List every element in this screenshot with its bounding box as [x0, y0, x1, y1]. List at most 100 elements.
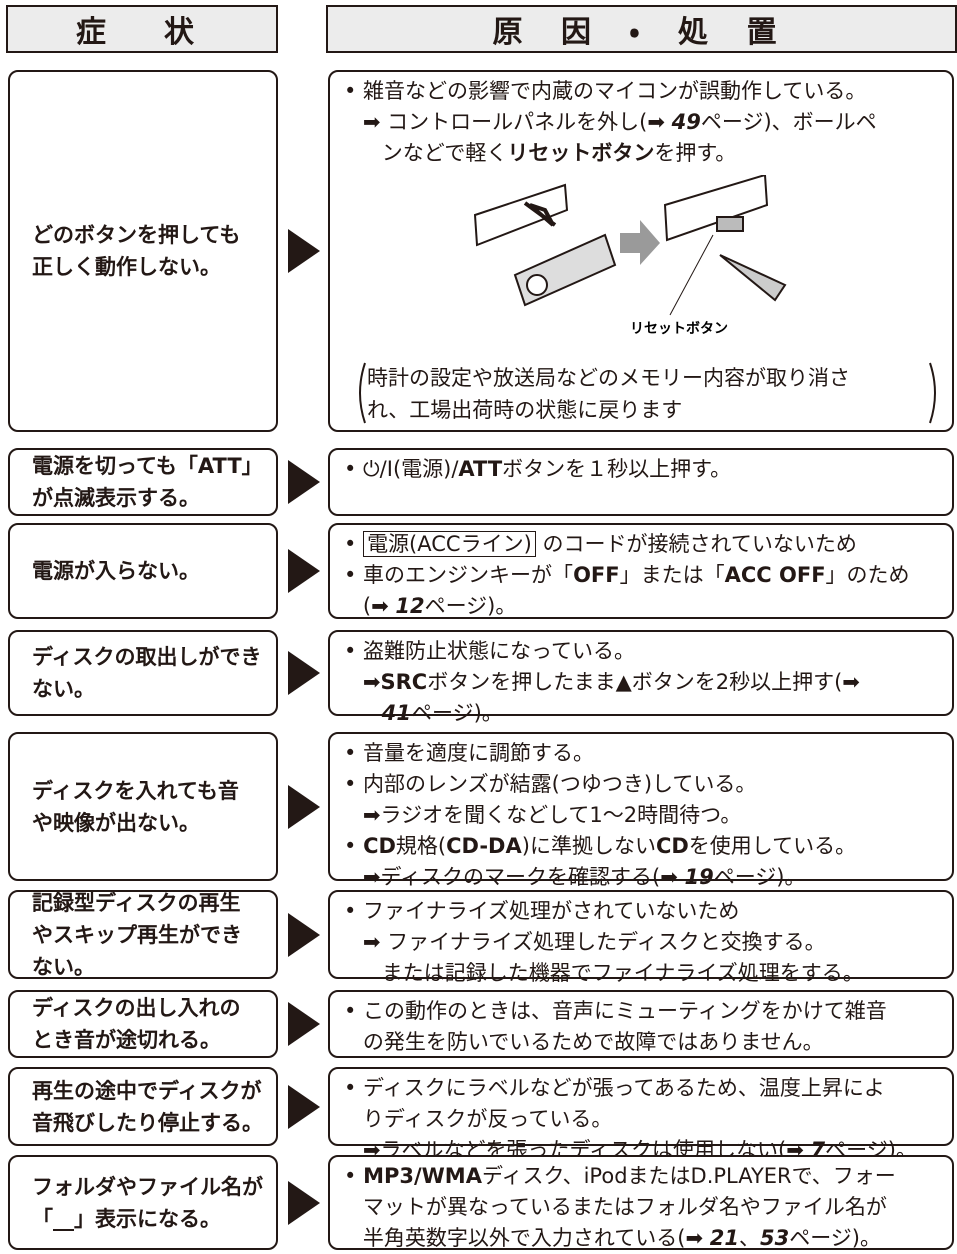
cause-line: ➡SRCボタンを押したまま▲ボタンを2秒以上押す(➡	[344, 667, 952, 698]
cause-line: ➡ ファイナライズ処理したディスクと交換する。	[344, 927, 952, 958]
text: )に準拠しない	[521, 834, 656, 858]
symptom-line: ディスクを入れても音	[32, 778, 239, 803]
cause-line: マットが異なっているまたはフォルダ名やファイル名が	[344, 1192, 952, 1223]
bold-text: 53	[759, 1226, 790, 1250]
arrow	[288, 460, 320, 504]
symptom-line: やスキップ再生ができ	[32, 922, 242, 947]
cause-line: • CD規格(CD-DA)に準拠しないCDを使用している。	[344, 831, 952, 862]
symptom-box: 電源が入らない。	[8, 523, 278, 619]
boxed-text: 電源(ACCライン)	[363, 531, 536, 557]
text: ページ)。	[713, 865, 806, 889]
text: 、	[738, 1226, 760, 1250]
symptom-line: 電源が入らない。	[32, 559, 200, 583]
arrow	[288, 912, 320, 957]
text: •	[344, 834, 364, 858]
text: ディスク、iPodまたはD.PLAYERで、フォー	[481, 1164, 896, 1188]
remove-arrow	[523, 201, 557, 227]
text: • 車のエンジンキーが「	[344, 563, 574, 587]
bold-text: 19	[684, 865, 714, 889]
text: 」のため	[825, 563, 910, 587]
symptom-line: ない。	[32, 954, 95, 979]
cause-line: ➡ディスクのマークを確認する(➡ 19ページ)。	[344, 862, 952, 893]
bold-text: CD	[655, 834, 689, 858]
text: (➡	[362, 594, 396, 618]
bold-text: 21	[709, 1226, 739, 1250]
symptom-box: ディスクを入れても音 や映像が出ない。	[8, 732, 278, 881]
arrow	[288, 1002, 320, 1046]
text: ➡ラジオを聞くなどして1〜2時間待つ。	[362, 803, 742, 827]
text: ンなどで軽く	[381, 141, 508, 165]
symptom-line: 記録型ディスクの再生	[32, 890, 241, 915]
note-line: 時計の設定や放送局などのメモリー内容が取り消さ	[367, 366, 850, 390]
pen	[719, 254, 787, 302]
cause-line: (➡ 12ページ)。	[344, 591, 952, 622]
cause-line: ンなどで軽くリセットボタンを押す。	[344, 138, 952, 169]
note-line: れ、工場出荷時の状態に戻ります	[367, 398, 683, 422]
cause-box: • 電源(ACCライン) のコードが接続されていないため • 車のエンジンキーが「…	[328, 523, 954, 619]
cause-line: • 電源(ACCライン) のコードが接続されていないため	[344, 529, 952, 560]
cause-line: • 内部のレンズが結露(つゆつき)している。	[344, 769, 952, 800]
text: を使用している。	[688, 834, 857, 858]
symptom-line: 電源を切っても「ATT」	[32, 454, 263, 478]
text: ページ)、ボールペ	[700, 110, 877, 134]
label-leader	[669, 234, 714, 316]
bold-text: 41	[381, 701, 412, 725]
cause-line: りディスクが反っている。	[344, 1104, 952, 1135]
reset-illustration: リセットボタン	[473, 175, 787, 337]
text: ページ)。	[424, 594, 517, 618]
bold-text: CD	[363, 834, 396, 858]
symptom-line: どのボタンを押しても	[32, 223, 241, 247]
text: •	[344, 532, 364, 556]
arrow	[288, 229, 320, 273]
cause-line: • ファイナライズ処理がされていないため	[344, 896, 952, 927]
symptom-line: とき音が途切れる。	[32, 1028, 221, 1052]
cause-line: 41ページ)。	[344, 698, 952, 729]
symptom-line: ディスクの取出しができ	[32, 645, 262, 669]
reset-button	[716, 216, 744, 232]
symptom-line: ない。	[32, 677, 95, 701]
step-arrow	[620, 220, 660, 265]
bold-text: ACC OFF	[724, 563, 826, 587]
text: • 内部のレンズが結露(つゆつき)している。	[344, 772, 757, 796]
symptom-line: 再生の途中でディスクが	[32, 1078, 262, 1103]
arrow	[288, 549, 320, 593]
text: を押す。	[654, 141, 737, 165]
text: ボタンを１秒以上押す。	[502, 457, 732, 481]
symptom-line: ディスクの出し入れの	[32, 996, 241, 1020]
cause-line: • この動作のときは、音声にミューティングをかけて雑音	[344, 996, 952, 1027]
text: • この動作のときは、音声にミューティングをかけて雑音	[344, 999, 887, 1023]
bold-text: SRC	[380, 670, 428, 694]
cause-box: • 雑音などの影響で内蔵のマイコンが誤動作している。 ➡ コントロールパネルを外し…	[328, 70, 954, 432]
symptom-line: 「__」表示になる。	[32, 1206, 221, 1231]
cause-line: ➡ラジオを聞くなどして1〜2時間待つ。	[344, 800, 952, 831]
text: ページ)。	[411, 701, 503, 725]
symptom-line: フォルダやファイル名が	[32, 1174, 263, 1199]
arrow	[288, 1084, 320, 1129]
control-panel	[513, 233, 617, 307]
text: ページ)。	[789, 1226, 881, 1250]
arrow	[288, 651, 320, 695]
text: 」または「	[619, 563, 725, 587]
text: ➡ディスクのマークを確認する(➡	[362, 865, 685, 889]
symptom-line: 音飛びしたり停止する。	[32, 1110, 263, 1135]
symptom-line: や映像が出ない。	[32, 810, 200, 835]
text: ➡	[362, 670, 381, 694]
cause-line: • 音量を適度に調節する。	[344, 738, 952, 769]
cause-line: または記録した機器でファイナライズ処理をする。	[344, 958, 952, 989]
bold-text: 12	[395, 594, 425, 618]
bold-text: CD-DA	[446, 834, 522, 858]
bold-text: ATT	[458, 457, 503, 481]
cause-box: • ディスクにラベルなどが張ってあるため、温度上昇によ りディスクが反っている。 ➡…	[328, 1067, 954, 1162]
cause-box: • 盗難防止状態になっている。 ➡SRCボタンを押したまま▲ボタンを2秒以上押す(…	[328, 630, 954, 725]
cause-box: • MP3/WMAディスク、iPodまたはD.PLAYERで、フォー マットが異な…	[328, 1155, 954, 1250]
cause-line: 半角英数字以外で入力されている(➡ 21、53ページ)。	[344, 1223, 952, 1254]
panel-slot	[473, 183, 569, 247]
symptom-line: 正しく動作しない。	[32, 255, 221, 279]
symptom-box: 再生の途中でディスクが 音飛びしたり停止する。	[8, 1067, 278, 1146]
cause-box: • この動作のときは、音声にミューティングをかけて雑音 の発生を防いでいるためで故…	[328, 990, 954, 1058]
bold-text: MP3/WMA	[363, 1164, 482, 1188]
knob	[526, 274, 548, 296]
text: ➡ コントロールパネルを外し(➡	[362, 110, 672, 134]
cause-box: • 音量を適度に調節する。 • 内部のレンズが結露(つゆつき)している。 ➡ラジオを…	[328, 732, 954, 889]
